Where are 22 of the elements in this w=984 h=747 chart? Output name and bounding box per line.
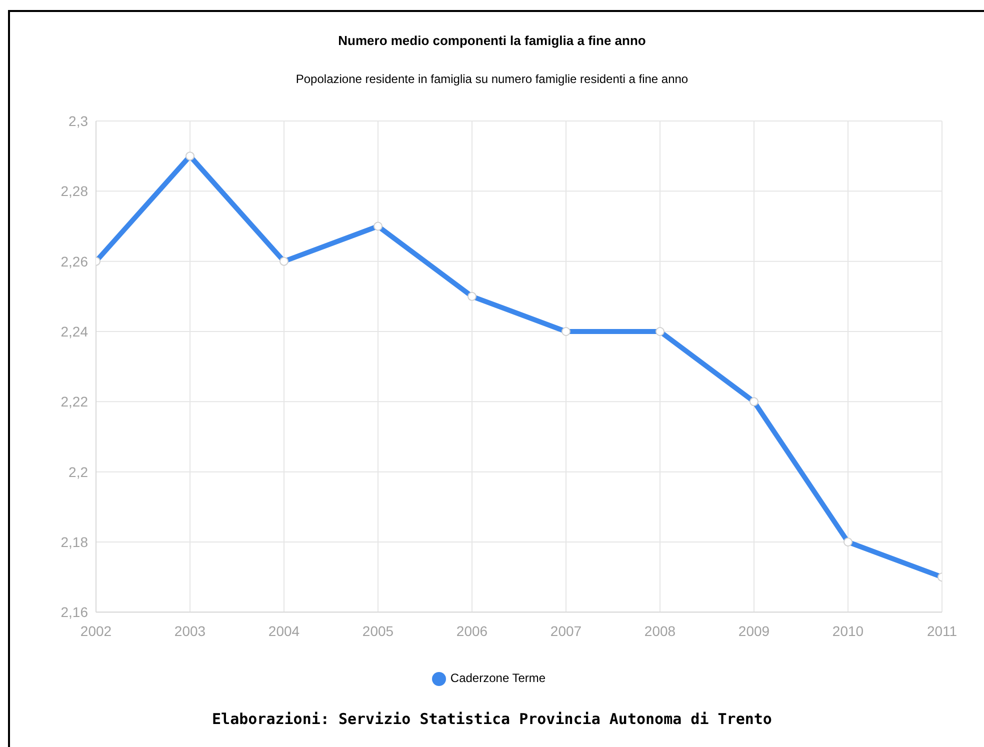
x-tick-label: 2010: [832, 623, 864, 640]
y-tick-label: 2,28: [60, 183, 88, 200]
chart-title: Numero medio componenti la famiglia a fine anno: [337, 33, 647, 48]
y-tick-label: 2,24: [60, 323, 88, 340]
y-tick-label: 2,2: [68, 464, 88, 480]
y-tick-label: 2,3: [68, 112, 88, 129]
y-tick-label: 2,16: [60, 604, 88, 620]
x-tick-label: 2004: [268, 623, 300, 640]
y-tick-label: 2,26: [60, 253, 88, 270]
x-tick-label: 2003: [174, 623, 206, 640]
x-tick-label: 2005: [362, 623, 394, 640]
text: Elaborazioni: Servizio Statistica Provincia Autonoma di Trento: [211, 710, 773, 728]
x-tick-label: 2008: [644, 623, 676, 640]
y-tick-label: 2,22: [60, 394, 88, 410]
x-tick-label: 2009: [738, 623, 770, 640]
x-tick-label: 2007: [550, 623, 582, 640]
chart-subtitle: Popolazione residente in famiglia su numero famiglie residenti a fine anno: [294, 72, 690, 86]
x-tick-label: 2002: [80, 623, 112, 640]
x-tick-label: 2006: [456, 623, 488, 640]
legend-label: Caderzone Terme: [450, 671, 546, 686]
y-tick-label: 2,18: [60, 534, 88, 550]
x-tick-label: 2011: [926, 623, 958, 640]
